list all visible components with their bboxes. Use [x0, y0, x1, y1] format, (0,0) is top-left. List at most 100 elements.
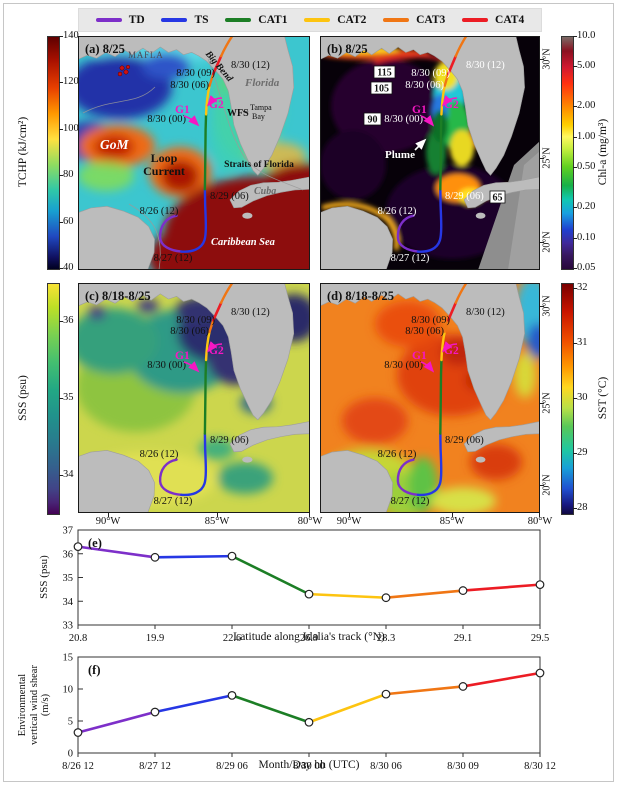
legend-label: CAT1 — [258, 14, 288, 26]
data-point-marker — [458, 586, 468, 595]
track-label-0830-06: 8/30 (06) — [405, 80, 444, 91]
cbar-tickmark — [573, 398, 577, 399]
track-label-0830-06: 8/30 (06) — [170, 80, 209, 91]
cbar-tick-label: 2.00 — [577, 100, 596, 112]
lon-tickmark — [539, 513, 540, 517]
track-label-0830-12: 8/30 (12) — [231, 60, 270, 71]
chart-e-ylabel: SSS (psu) — [38, 555, 50, 599]
series-segment-td — [76, 545, 157, 559]
lon-tick-80w-d: 80°W — [527, 516, 553, 527]
lat-tickmark — [540, 403, 544, 404]
y-tick-label: 15 — [63, 653, 74, 664]
series-segment-cat1 — [230, 554, 311, 596]
cbar-tick-label: 40 — [63, 262, 74, 273]
tampa-bay-arrow-icon: ← — [241, 105, 250, 115]
legend-swatch-cat2 — [304, 18, 331, 22]
data-point-marker — [73, 728, 83, 737]
chart-panel-label: (e) — [88, 536, 102, 550]
cbar-tickmark — [573, 288, 577, 290]
lat-tickmark — [540, 242, 544, 243]
label-florida: Florida — [244, 77, 280, 89]
cbar-tickmark — [573, 36, 577, 37]
data-point-marker — [227, 691, 237, 700]
g2-arrow-icon — [441, 341, 458, 353]
colorbar-chla-unit: Chl-a (mg/m³) — [597, 118, 609, 186]
cbar-tickmark — [59, 398, 63, 399]
series-segment-cat3 — [384, 589, 465, 599]
colorbar-sst-unit: SST (°C) — [597, 376, 609, 420]
track-label-0830-00: 8/30 (00) — [384, 360, 423, 371]
data-point-marker — [535, 668, 545, 678]
chart-panel-label: (f) — [88, 663, 101, 677]
chart-plot-box — [77, 656, 541, 754]
series-segment-td — [76, 710, 157, 734]
label-gom: GoM — [100, 137, 129, 152]
chart-wind-shear: 0 5 10 15 8/26 12 8/27 12 8/29 06 8/30 00 8/30 0… — [62, 653, 556, 772]
track-label-0826-12: 8/26 (12) — [140, 206, 179, 217]
tchp-value-boxes: 115 105 90 65 — [363, 65, 506, 204]
track-label-0830-12: 8/30 (12) — [231, 307, 270, 318]
label-g1: G1 — [175, 104, 190, 116]
cbar-tick-label: 36 — [63, 315, 74, 327]
x-tick-label: 29.1 — [454, 633, 472, 642]
cbar-tick-label: 31 — [577, 337, 588, 349]
series-segment-cat4 — [461, 671, 542, 688]
data-point-marker — [150, 552, 160, 562]
label-plume: Plume — [385, 149, 415, 161]
data-point-marker — [381, 593, 391, 603]
g1-arrow-icon — [183, 115, 200, 127]
legend-item-cat3: CAT3 — [383, 14, 445, 26]
track-label-0830-12: 8/30 (12) — [466, 60, 505, 71]
series-segment-cat2 — [307, 592, 388, 599]
y-tick-label: 35 — [63, 573, 74, 584]
cbar-tickmark — [573, 136, 577, 138]
legend-swatch-cat1 — [225, 18, 252, 22]
legend-label: TS — [194, 14, 209, 26]
panel-b-border — [320, 36, 540, 270]
track-label-0826-12: 8/26 (12) — [378, 449, 417, 460]
track-label-0830-00: 8/30 (00) — [147, 360, 186, 371]
label-cuba: Cuba — [254, 186, 276, 197]
legend-item-td: TD — [95, 14, 145, 26]
label-loop: Loop — [151, 151, 178, 165]
series-segment-cat3 — [384, 685, 465, 696]
data-point-marker — [458, 682, 468, 691]
track-label-0830-00: 8/30 (00) — [147, 114, 186, 125]
series-segment-ts — [153, 554, 234, 559]
colorbar-sss-unit: SSS (psu) — [17, 375, 29, 421]
tchp-box-90: 90 — [368, 115, 378, 126]
legend-label: CAT4 — [495, 14, 525, 26]
g2-arrow-icon — [206, 341, 223, 353]
track-label-0830-06: 8/30 (06) — [170, 326, 209, 337]
lon-tick-85w-d: 85°W — [439, 516, 465, 527]
cbar-tick-label: 0.05 — [577, 262, 596, 273]
data-point-marker — [304, 717, 314, 727]
map-panel-a-tchp: (a) 8/25 MAFLA 8/30 (12) 8/30 (09) 8/30 … — [78, 36, 310, 270]
g2-arrow-icon — [441, 95, 458, 107]
x-tick-label: 8/30 00 — [293, 761, 325, 771]
track-label-0830-09: 8/30 (09) — [411, 68, 450, 79]
label-caribbean: Caribbean Sea — [211, 237, 275, 248]
panel-a-title: (a) 8/25 — [85, 42, 125, 56]
cbar-tick-label: 120 — [63, 76, 79, 88]
panel-d-border — [320, 283, 540, 513]
legend-label: CAT2 — [337, 14, 367, 26]
label-current: Current — [143, 164, 185, 178]
series-segment-cat4 — [461, 583, 542, 592]
colorbar-tchp — [47, 36, 60, 270]
x-tick-label: 8/29 06 — [216, 761, 248, 771]
lon-tickmark — [452, 513, 453, 517]
cbar-tickmark — [573, 343, 577, 345]
g1-arrow-icon — [420, 115, 435, 127]
cbar-tickmark — [59, 221, 63, 223]
legend-label: CAT3 — [416, 14, 446, 26]
colorbar-sst — [561, 283, 574, 515]
label-tampa: Tampa — [250, 103, 272, 112]
cbar-tickmark — [59, 82, 63, 84]
track-label-0826-12: 8/26 (12) — [378, 206, 417, 217]
series-segment-cat2 — [307, 692, 388, 724]
y-tick-label: 5 — [68, 717, 73, 728]
data-point-marker — [304, 589, 314, 599]
track-label-0827-12: 8/27 (12) — [391, 496, 430, 507]
legend-swatch-cat3 — [383, 18, 410, 22]
